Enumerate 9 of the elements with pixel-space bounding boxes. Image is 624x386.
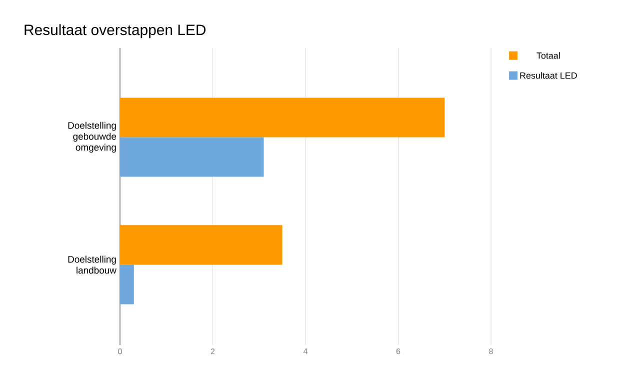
- bar: [120, 225, 282, 265]
- bar: [120, 137, 264, 177]
- y-tick-label: Doelstelling gebouwde omgeving: [68, 122, 116, 153]
- y-tick-label: Doelstelling landbouw: [68, 256, 116, 274]
- legend-label: Totaal: [536, 52, 560, 59]
- legend-label: Resultaat LED: [520, 72, 577, 79]
- bar: [120, 98, 445, 138]
- chart-title: Resultaat overstappen LED: [24, 24, 206, 38]
- bar: [120, 264, 134, 304]
